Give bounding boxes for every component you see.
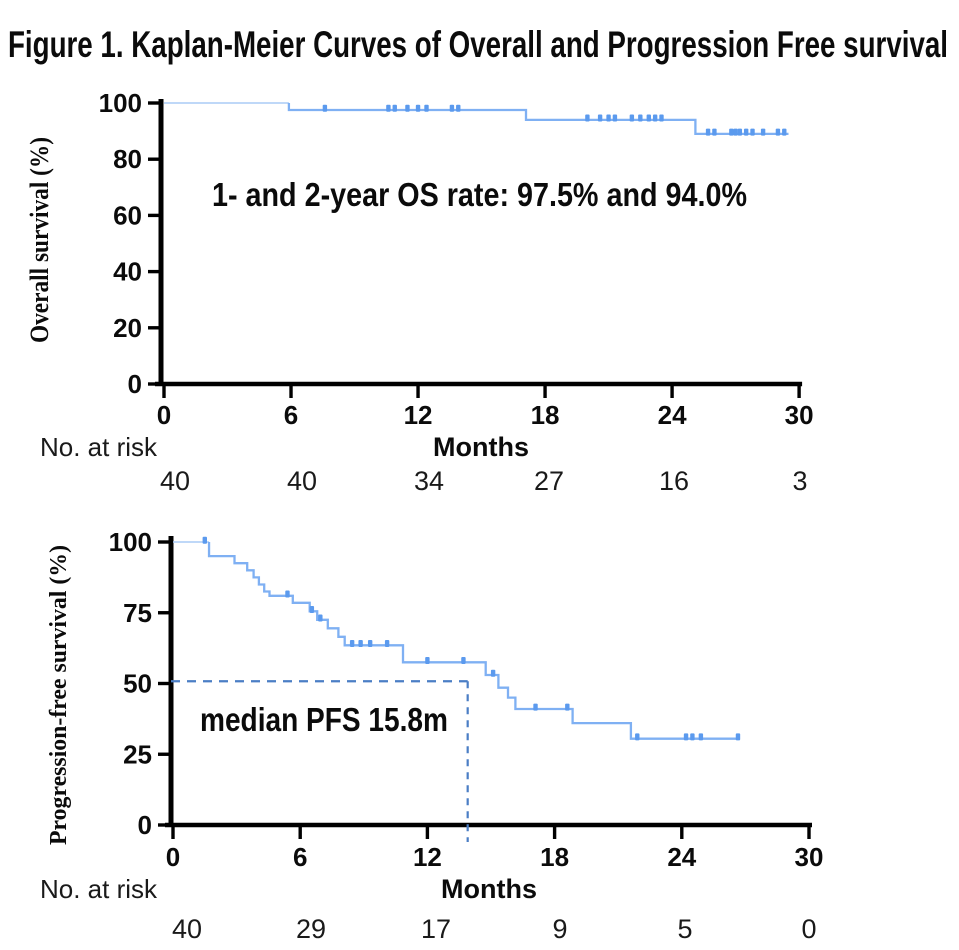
x-tick-label: 6: [293, 842, 307, 872]
censor-tick: [612, 114, 618, 122]
pfs-y-axis-label: Progression-free survival (%): [46, 545, 72, 845]
x-tick-label: 18: [531, 400, 560, 430]
os-chart: Overall survival (%) 1- and 2-year OS ra…: [25, 88, 814, 496]
censor-tick: [386, 104, 391, 112]
risk-count: 9: [552, 914, 567, 944]
x-tick-label: 30: [795, 842, 824, 872]
censor-tick: [760, 128, 766, 136]
pfs-annotation: median PFS 15.8m: [200, 701, 448, 738]
risk-count: 27: [534, 466, 564, 496]
censor-tick: [659, 114, 664, 122]
censor-tick: [384, 639, 390, 647]
censor-tick: [533, 703, 538, 711]
censor-tick: [733, 128, 738, 136]
x-tick-label: 24: [658, 400, 687, 430]
censor-tick: [712, 128, 717, 136]
os-annotation: 1- and 2-year OS rate: 97.5% and 94.0%: [212, 176, 747, 213]
censor-tick: [743, 128, 749, 136]
pfs-risk-label: No. at risk: [40, 874, 158, 904]
km-curve: [207, 542, 739, 740]
censor-tick: [415, 104, 421, 112]
x-tick-label: 18: [540, 842, 569, 872]
censor-tick: [367, 639, 373, 647]
x-tick-label: 0: [166, 842, 180, 872]
censor-tick: [775, 128, 781, 136]
censor-tick: [646, 114, 651, 122]
censor-tick: [565, 703, 570, 711]
censor-tick: [202, 536, 207, 544]
risk-count: 40: [160, 466, 190, 496]
y-tick-label: 75: [123, 598, 152, 628]
os-plot-area: 0 20 40 60 80 100 0 6 12 18 24 30 40 40 34 27 16 3: [99, 88, 814, 496]
risk-count: 40: [172, 914, 202, 944]
censor-tick: [698, 733, 704, 741]
risk-count: 0: [801, 914, 816, 944]
pfs-chart: Progression-free survival (%) median PFS…: [40, 527, 823, 944]
censor-tick: [424, 104, 429, 112]
censor-tick: [585, 114, 590, 122]
km-curve: [287, 103, 789, 136]
censor-tick: [750, 128, 755, 136]
risk-count: 40: [287, 466, 317, 496]
censor-tick: [461, 656, 466, 664]
censor-tick: [737, 128, 743, 136]
risk-count: 5: [677, 914, 692, 944]
censor-tick: [392, 104, 397, 112]
censor-tick: [285, 590, 290, 598]
y-tick-label: 80: [113, 144, 142, 174]
y-tick-label: 0: [138, 810, 152, 840]
y-tick-label: 60: [113, 200, 142, 230]
os-y-axis-label: Overall survival (%): [25, 137, 54, 343]
risk-count: 16: [659, 466, 689, 496]
censor-tick: [735, 733, 741, 741]
x-tick-label: 6: [284, 400, 298, 430]
censor-tick: [322, 104, 328, 112]
censor-tick: [635, 733, 640, 741]
os-x-axis-label: Months: [433, 432, 529, 462]
censor-tick: [456, 104, 461, 112]
censor-tick: [358, 639, 363, 647]
x-tick-label: 12: [413, 842, 442, 872]
risk-count: 34: [414, 466, 444, 496]
censor-tick: [705, 128, 711, 136]
x-tick-label: 12: [404, 400, 433, 430]
y-tick-label: 50: [123, 669, 152, 699]
y-tick-label: 20: [113, 313, 142, 343]
censor-tick: [405, 104, 410, 112]
x-tick-label: 24: [667, 842, 696, 872]
censor-tick: [683, 733, 689, 741]
risk-count: 17: [421, 914, 451, 944]
censor-tick: [629, 114, 635, 122]
censor-tick: [638, 114, 643, 122]
censor-tick: [309, 606, 315, 614]
censor-tick: [690, 733, 695, 741]
censor-tick: [729, 128, 734, 136]
censor-tick: [349, 639, 355, 647]
os-risk-label: No. at risk: [40, 432, 158, 462]
pfs-x-axis-label: Months: [441, 874, 537, 904]
y-tick-label: 40: [113, 257, 142, 287]
y-tick-label: 100: [99, 88, 142, 118]
censor-tick: [606, 114, 611, 122]
y-tick-label: 0: [128, 369, 142, 399]
x-tick-label: 30: [785, 400, 814, 430]
censor-tick: [449, 104, 455, 112]
censor-tick: [318, 614, 323, 622]
y-tick-label: 100: [109, 527, 152, 557]
censor-tick: [782, 128, 787, 136]
x-tick-label: 0: [157, 400, 171, 430]
figure-title: Figure 1. Kaplan-Meier Curves of Overall…: [8, 24, 948, 65]
risk-count: 29: [296, 914, 326, 944]
censor-tick: [425, 656, 430, 664]
risk-count: 3: [792, 466, 807, 496]
censor-tick: [490, 669, 496, 677]
censor-tick: [652, 114, 658, 122]
y-tick-label: 25: [123, 739, 152, 769]
censor-tick: [597, 114, 603, 122]
